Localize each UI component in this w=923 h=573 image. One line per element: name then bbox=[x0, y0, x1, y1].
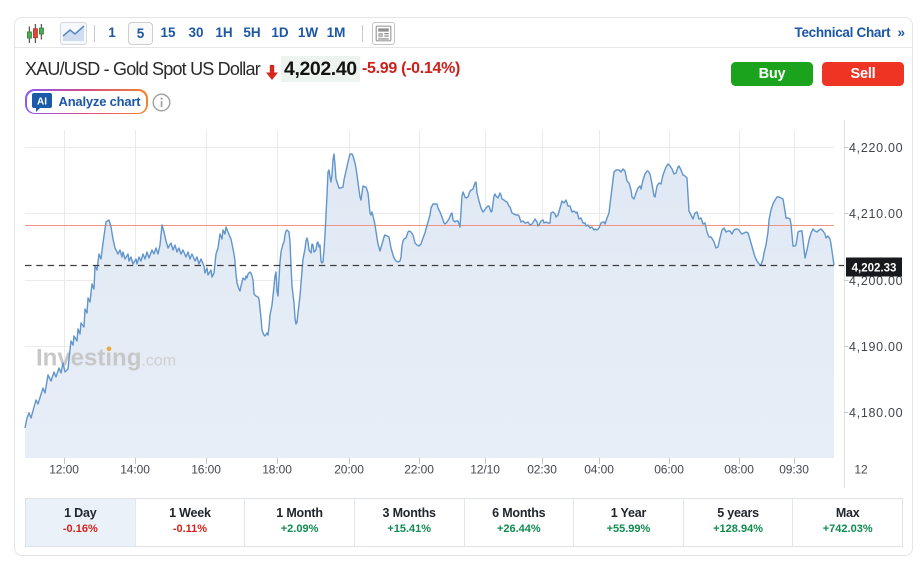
svg-text:4,200.00: 4,200.00 bbox=[849, 274, 903, 288]
svg-text:09:30: 09:30 bbox=[779, 463, 809, 477]
svg-text:14:00: 14:00 bbox=[120, 463, 150, 477]
svg-text:4,220.00: 4,220.00 bbox=[849, 141, 903, 155]
svg-text:4,202.33: 4,202.33 bbox=[852, 263, 897, 275]
svg-text:20:00: 20:00 bbox=[334, 463, 364, 477]
svg-text:12/10: 12/10 bbox=[470, 463, 500, 477]
svg-text:12: 12 bbox=[854, 463, 868, 477]
svg-text:22:00: 22:00 bbox=[404, 463, 434, 477]
svg-text:AI: AI bbox=[37, 96, 47, 107]
svg-text:4,180.00: 4,180.00 bbox=[849, 406, 903, 420]
svg-text:4,210.00: 4,210.00 bbox=[849, 207, 903, 221]
svg-text:04:00: 04:00 bbox=[584, 463, 614, 477]
svg-text:18:00: 18:00 bbox=[262, 463, 292, 477]
svg-text:16:00: 16:00 bbox=[191, 463, 221, 477]
svg-text:08:00: 08:00 bbox=[724, 463, 754, 477]
svg-text:4,190.00: 4,190.00 bbox=[849, 340, 903, 354]
svg-text:06:00: 06:00 bbox=[654, 463, 684, 477]
svg-text:02:30: 02:30 bbox=[527, 463, 557, 477]
svg-text:12:00: 12:00 bbox=[49, 463, 79, 477]
